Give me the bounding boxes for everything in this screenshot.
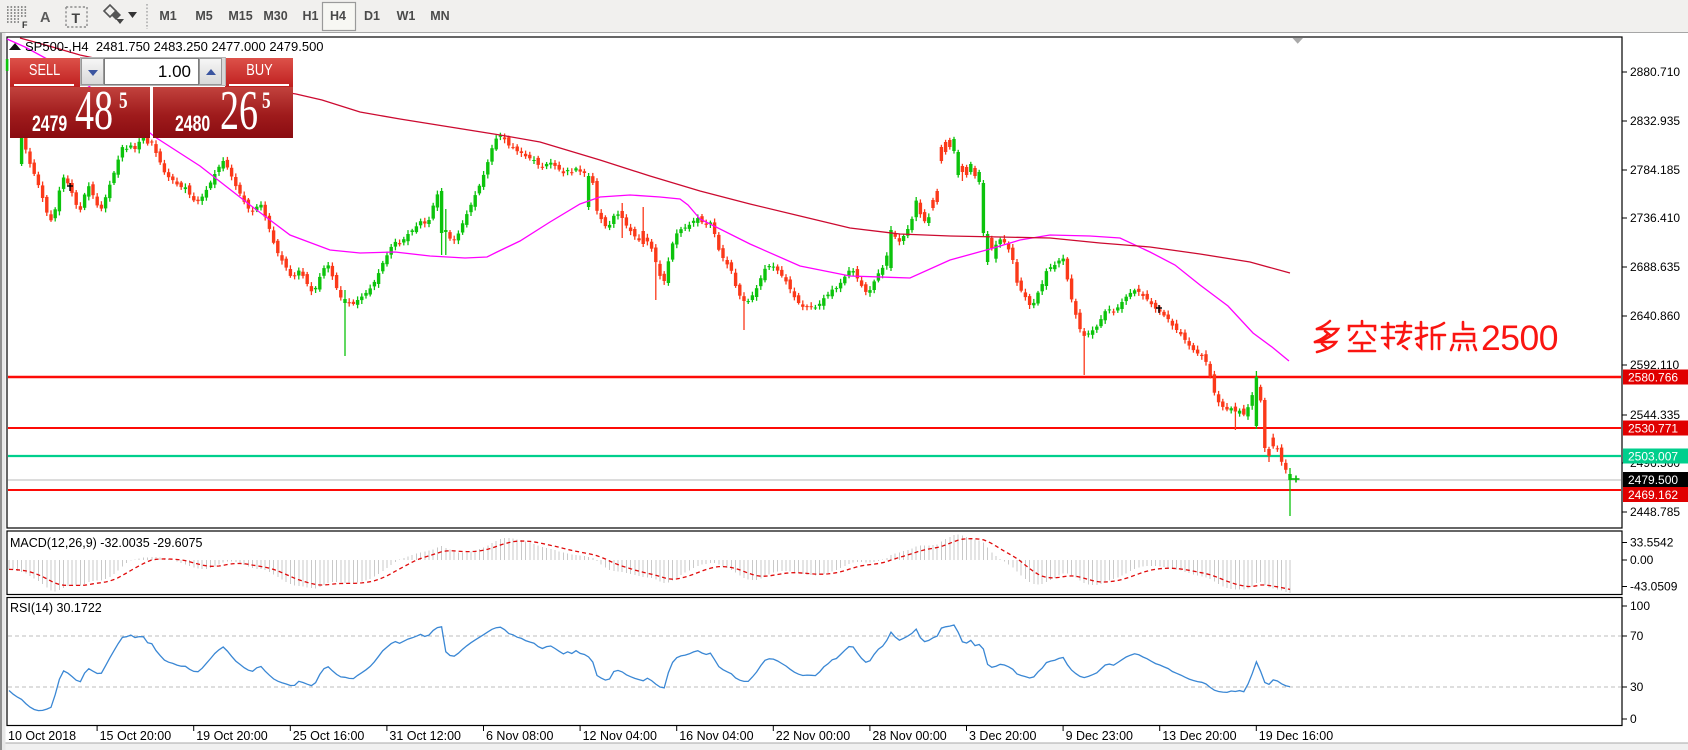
svg-text:3 Dec 20:00: 3 Dec 20:00 (969, 729, 1036, 743)
svg-text:2832.935: 2832.935 (1630, 114, 1680, 128)
svg-text:2503.007: 2503.007 (1628, 450, 1678, 464)
svg-text:0.00: 0.00 (1630, 553, 1654, 567)
svg-text:33.5542: 33.5542 (1630, 536, 1674, 550)
svg-text:70: 70 (1630, 629, 1644, 643)
svg-text:2688.635: 2688.635 (1630, 260, 1680, 274)
svg-text:9 Dec 23:00: 9 Dec 23:00 (1066, 729, 1133, 743)
svg-text:0: 0 (1630, 712, 1637, 726)
svg-text:F: F (22, 20, 28, 30)
svg-text:RSI(14) 30.1722: RSI(14) 30.1722 (10, 601, 102, 615)
svg-text:2784.185: 2784.185 (1630, 163, 1680, 177)
svg-text:-43.0509: -43.0509 (1630, 580, 1678, 594)
svg-text:25 Oct 16:00: 25 Oct 16:00 (293, 729, 365, 743)
svg-text:30: 30 (1630, 680, 1644, 694)
svg-text:2479.500: 2479.500 (1628, 473, 1678, 487)
svg-text:2448.785: 2448.785 (1630, 505, 1680, 519)
svg-text:10 Oct 2018: 10 Oct 2018 (8, 729, 76, 743)
svg-text:13 Dec 20:00: 13 Dec 20:00 (1162, 729, 1236, 743)
svg-text:31 Oct 12:00: 31 Oct 12:00 (389, 729, 461, 743)
svg-text:T: T (72, 10, 81, 26)
svg-text:16 Nov 04:00: 16 Nov 04:00 (679, 729, 753, 743)
svg-text:2640.860: 2640.860 (1630, 309, 1680, 323)
svg-text:SP500-,H4 2481.750 2483.250 2: SP500-,H4 2481.750 2483.250 2477.000 247… (25, 39, 324, 54)
svg-text:2544.335: 2544.335 (1630, 408, 1680, 422)
svg-text:2736.410: 2736.410 (1630, 211, 1680, 225)
svg-text:2500: 2500 (1481, 318, 1558, 358)
svg-text:2469.162: 2469.162 (1628, 488, 1678, 502)
svg-text:100: 100 (1630, 599, 1650, 613)
svg-text:2580.766: 2580.766 (1628, 371, 1678, 385)
svg-text:19 Dec 16:00: 19 Dec 16:00 (1259, 729, 1333, 743)
svg-text:2530.771: 2530.771 (1628, 422, 1678, 436)
svg-text:15 Oct 20:00: 15 Oct 20:00 (100, 729, 172, 743)
svg-text:19 Oct 20:00: 19 Oct 20:00 (196, 729, 268, 743)
svg-text:28 Nov 00:00: 28 Nov 00:00 (872, 729, 946, 743)
svg-text:A: A (40, 10, 51, 26)
svg-text:12 Nov 04:00: 12 Nov 04:00 (583, 729, 657, 743)
svg-text:2592.110: 2592.110 (1630, 358, 1679, 372)
svg-text:2880.710: 2880.710 (1630, 65, 1680, 79)
svg-text:22 Nov 00:00: 22 Nov 00:00 (776, 729, 850, 743)
svg-text:MACD(12,26,9) -32.0035 -29.607: MACD(12,26,9) -32.0035 -29.6075 (10, 536, 203, 550)
svg-text:6 Nov 08:00: 6 Nov 08:00 (486, 729, 553, 743)
